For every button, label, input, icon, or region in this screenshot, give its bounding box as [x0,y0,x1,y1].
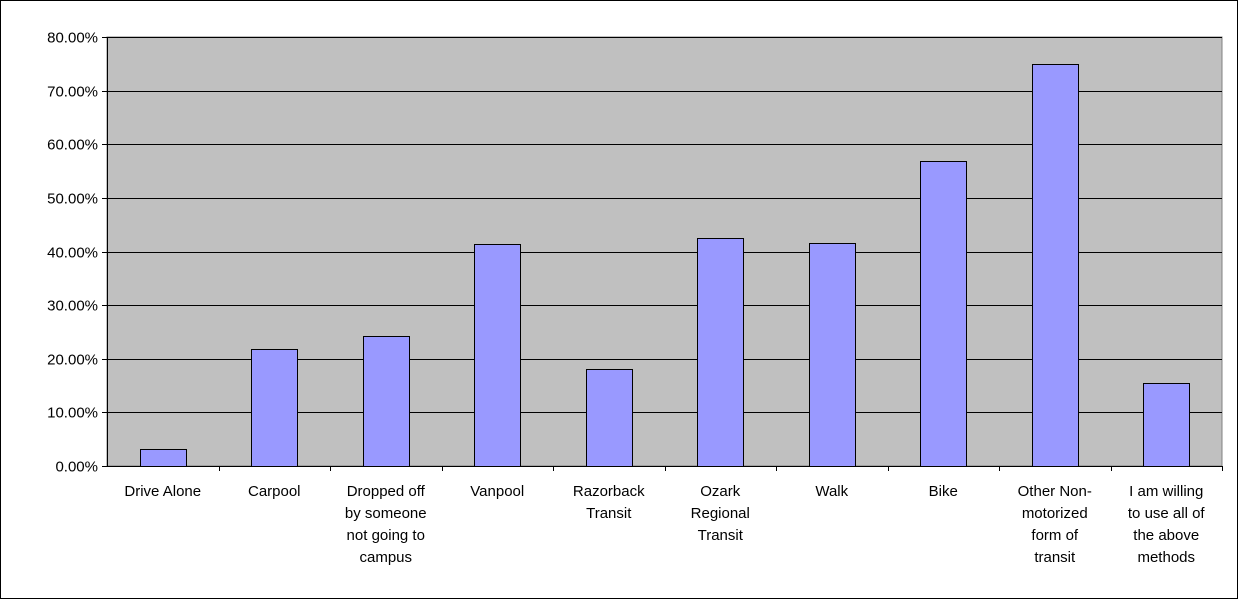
bar [586,369,633,467]
x-category-label: Drive Alone [124,483,201,500]
bar [363,336,410,467]
x-category-label: Bike [929,483,958,500]
y-tick-label: 0.00% [55,459,98,476]
x-category-label: Ozark Regional Transit [691,483,750,544]
x-category-label: Vanpool [470,483,524,500]
y-tick-label: 40.00% [47,245,98,262]
x-category-label: Razorback Transit [573,483,645,522]
x-category-label: Carpool [248,483,301,500]
y-tick-label: 70.00% [47,84,98,101]
bar [809,243,856,467]
bar [920,161,967,467]
x-category-label: I am willing to use all of the above method… [1128,483,1206,566]
bar [140,449,187,467]
y-tick-label: 20.00% [47,352,98,369]
y-tick-label: 50.00% [47,191,98,208]
bar [251,349,298,467]
x-category-label: Dropped off by someone not going to campus [345,483,427,566]
bar [474,244,521,467]
bar [697,238,744,467]
y-tick-label: 30.00% [47,298,98,315]
bar [1032,64,1079,467]
x-category-label: Other Non-motorized form of transit [1018,483,1092,566]
y-tick-label: 80.00% [47,30,98,47]
y-tick-label: 10.00% [47,405,98,422]
y-tick-label: 60.00% [47,137,98,154]
x-category-label: Walk [815,483,848,500]
bar [1143,383,1190,467]
